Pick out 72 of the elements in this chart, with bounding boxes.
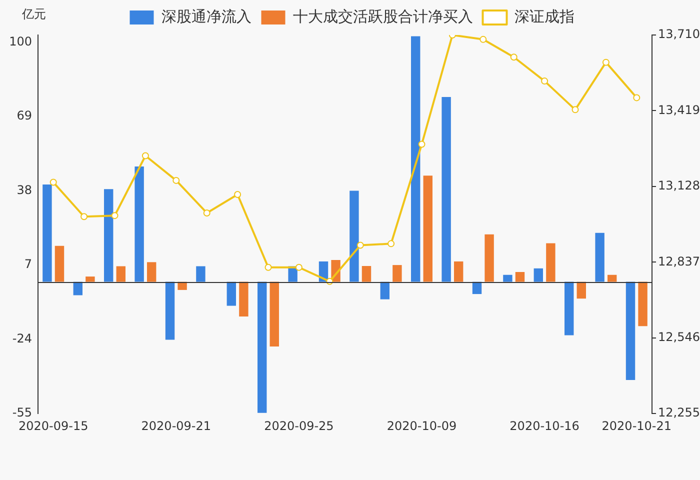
bar — [411, 36, 420, 282]
legend-label: 深证成指 — [514, 7, 574, 26]
y-tick-label: -24 — [12, 331, 32, 346]
bar — [116, 266, 126, 282]
y2-tick-label: 13,128 — [658, 178, 700, 193]
y2-tick-label: 12,546 — [658, 330, 700, 344]
bar — [239, 282, 248, 317]
point — [388, 240, 395, 248]
point — [80, 213, 88, 220]
x-tick-label: 2020-10-09 — [386, 418, 457, 433]
point — [203, 209, 210, 216]
point — [142, 152, 149, 160]
bar — [104, 189, 114, 282]
x-tick-label: 2020-09-21 — [141, 418, 212, 433]
bar — [534, 268, 544, 282]
bar — [423, 176, 432, 282]
point — [264, 264, 272, 271]
y2-tick-label: 13,419 — [658, 102, 700, 117]
point — [418, 140, 426, 148]
bar — [146, 262, 156, 282]
bar — [362, 266, 372, 282]
y-tick-label: 38 — [16, 182, 32, 197]
bar — [196, 266, 206, 282]
y-tick-label: -55 — [12, 406, 32, 420]
point — [111, 212, 118, 220]
bar — [576, 282, 586, 299]
bar — [258, 282, 267, 413]
bar — [380, 282, 390, 300]
y2-tick-label: 13,710 — [658, 27, 700, 42]
bar — [134, 166, 144, 282]
bar — [392, 265, 402, 282]
bar — [564, 282, 574, 336]
point — [50, 178, 57, 186]
bar — [165, 282, 175, 340]
x-tick-label: 2020-10-21 — [602, 418, 672, 433]
point — [572, 106, 579, 114]
bar — [515, 272, 525, 282]
bar — [626, 282, 636, 380]
y-tick-label: 7 — [24, 257, 32, 272]
bar — [42, 184, 52, 282]
point — [172, 176, 180, 184]
bar — [86, 276, 95, 282]
bar — [226, 282, 236, 306]
bar — [454, 261, 464, 282]
point — [541, 78, 548, 85]
bar — [607, 274, 617, 282]
point — [510, 54, 518, 61]
point — [633, 94, 640, 102]
bar — [638, 282, 648, 326]
point — [480, 36, 487, 43]
point — [295, 264, 302, 271]
bar — [54, 246, 64, 282]
bar — [270, 282, 279, 347]
bar — [350, 190, 359, 282]
point — [234, 191, 242, 198]
y2-tick-label: 12,837 — [658, 254, 700, 268]
bar — [484, 234, 494, 282]
legend-label: 十大成交活跃股合计净买入 — [292, 7, 473, 26]
bar — [503, 274, 512, 282]
y-axis-title: 亿元 — [21, 7, 46, 22]
x-tick-label: 2020-09-15 — [18, 418, 88, 433]
point — [602, 58, 610, 66]
legend-label: 深股通净流入 — [161, 7, 252, 26]
bar — [546, 243, 556, 282]
bar — [595, 232, 604, 282]
y2-tick-label: 12,255 — [658, 406, 700, 420]
x-tick-label: 2020-09-25 — [264, 418, 334, 433]
y-tick-label: 69 — [16, 108, 32, 123]
x-tick-label: 2020-10-16 — [510, 418, 580, 433]
bar — [442, 97, 451, 282]
y-tick-label: 100 — [9, 34, 32, 48]
point — [356, 242, 364, 249]
